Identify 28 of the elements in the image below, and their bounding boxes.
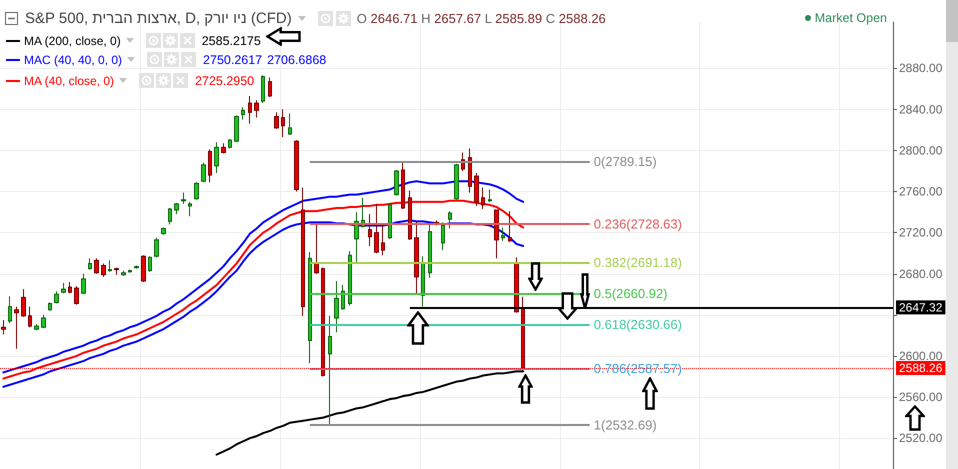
- ref-line-label: 0.5(2660.92): [594, 286, 668, 301]
- annotation: 2706.6868: [267, 52, 326, 66]
- legend-label: MAC (40, 40, 0, 0): [24, 52, 122, 66]
- y-tick-label: 2600.00: [899, 348, 943, 363]
- y-tick-label: 2840.00: [899, 102, 943, 116]
- annotation: 2725.2950: [195, 74, 254, 88]
- y-tick-label: 2800.00: [899, 143, 943, 158]
- ref-line-label: 0(2789.15): [594, 154, 657, 170]
- legend-label: MA (200, close, 0): [24, 34, 121, 48]
- ref-line-label: 0.786(2587.57): [594, 361, 682, 376]
- text: Market Open: [814, 11, 887, 25]
- y-tick-label: 2880.00: [899, 61, 943, 76]
- y-tick-label: 2760.00: [899, 184, 943, 199]
- ref-line-label: 2647.32: [899, 300, 943, 314]
- y-tick-label: 2680.00: [899, 266, 943, 281]
- ref-line-label: 0.382(2691.18): [594, 254, 682, 270]
- ref-line-label: 0.236(2728.63): [594, 216, 682, 232]
- ref-line-label: 1(2532.69): [594, 418, 657, 433]
- chart-title: S&P 500, ארצות הברית, D, ניו יורק (CFD): [25, 10, 292, 27]
- annotation: O 2646.71 H 2657.67 L 2585.89 C 2588.26: [356, 11, 606, 26]
- ref-line-label: 0.618(2630.66): [594, 316, 682, 332]
- ref-line-label: 2588.26: [899, 361, 943, 376]
- y-tick-label: 2720.00: [899, 226, 943, 240]
- annotation: 2585.2175: [202, 34, 261, 48]
- annotation: 2750.2617: [203, 52, 262, 66]
- y-tick-label: 2560.00: [899, 390, 943, 404]
- legend-label: MA (40, close, 0): [24, 74, 114, 88]
- y-tick-label: 2520.00: [899, 431, 943, 446]
